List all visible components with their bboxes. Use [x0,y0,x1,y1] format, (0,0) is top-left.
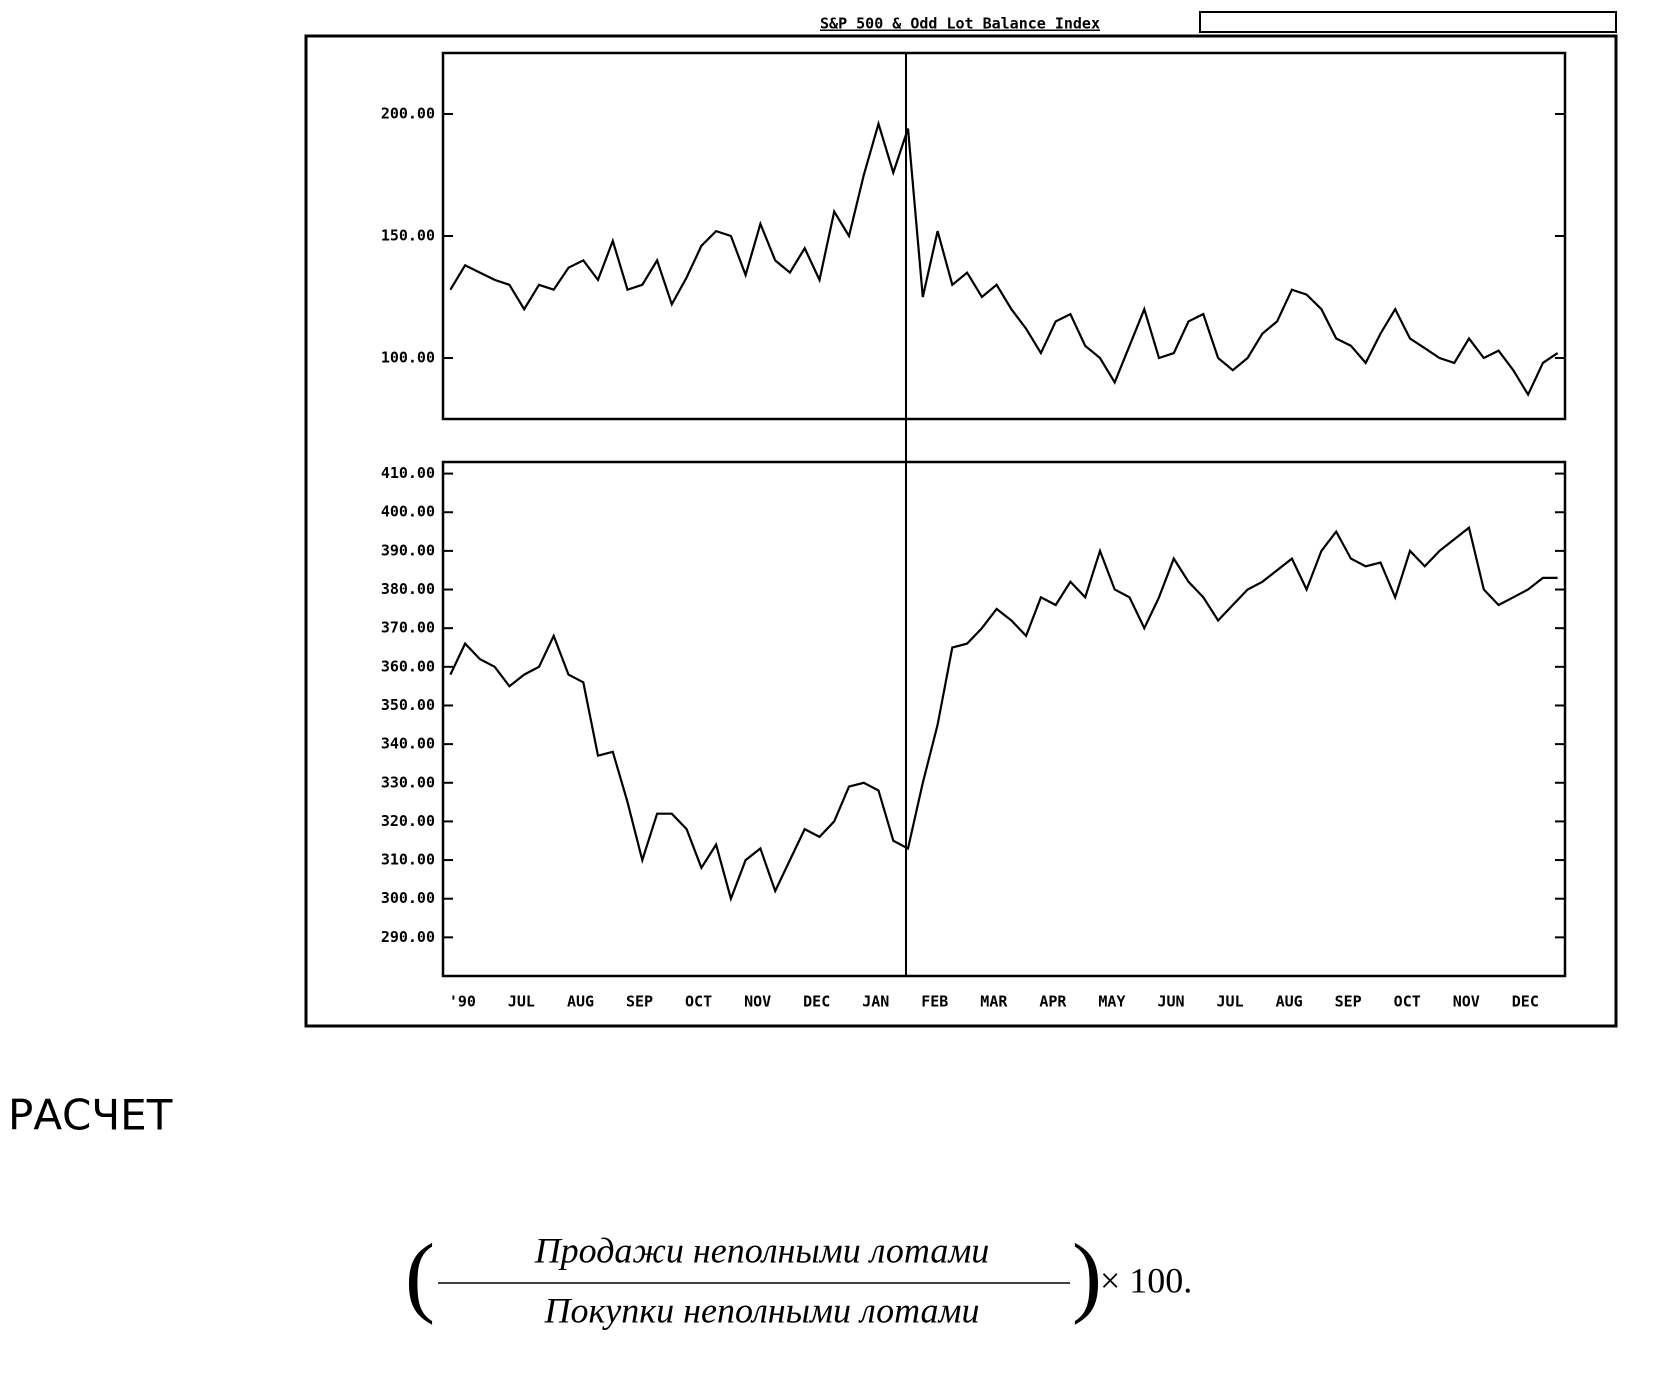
y-tick-label: 330.00 [381,773,435,791]
x-tick-label: DEC [1512,993,1539,1011]
x-tick-label: DEC [803,993,830,1011]
multiplier: × 100. [1100,1260,1192,1300]
x-tick-label: AUG [1276,993,1303,1011]
heading: РАСЧЕТ [8,1091,173,1140]
x-tick-label: MAY [1098,993,1125,1011]
y-tick-label: 400.00 [381,503,435,521]
y-tick-label: 100.00 [381,349,435,367]
y-tick-label: 390.00 [381,541,435,559]
x-tick-label: OCT [685,993,712,1011]
y-tick-label: 290.00 [381,928,435,946]
y-tick-label: 360.00 [381,657,435,675]
frame [304,34,1618,1028]
x-tick-label: JAN [862,993,889,1011]
y-tick-label: 310.00 [381,851,435,869]
x-tick-label: JUN [1157,993,1184,1011]
x-tick-label: SEP [1335,993,1362,1011]
x-tick-label: SEP [626,993,653,1011]
x-tick-label: '90 [449,993,476,1011]
plot-area [441,51,1567,421]
x-tick-label: FEB [921,993,948,1011]
y-tick-label: 150.00 [381,227,435,245]
paren-right: ) [1072,1227,1102,1326]
x-tick-label: OCT [1394,993,1421,1011]
denominator: Покупки неполными лотами [543,1290,979,1330]
y-tick-label: 320.00 [381,812,435,830]
y-tick-label: 410.00 [381,464,435,482]
numerator: Продажи неполными лотами [534,1230,990,1270]
y-tick-label: 200.00 [381,105,435,123]
x-tick-label: NOV [1453,993,1480,1011]
x-tick-label: AUG [567,993,594,1011]
y-tick-label: 300.00 [381,889,435,907]
line [449,119,1559,397]
y-tick-label: 350.00 [381,696,435,714]
x-tick-label: NOV [744,993,771,1011]
y-tick-label: 370.00 [381,619,435,637]
y-tick-label: 380.00 [381,580,435,598]
x-tick-label: MAR [980,993,1008,1011]
paren-left: ( [405,1227,435,1326]
x-tick-label: APR [1039,993,1067,1011]
line [449,525,1558,903]
chart-title: S&P 500 & Odd Lot Balance Index [820,15,1100,33]
plot-area [441,460,1567,978]
title-box [1199,11,1617,33]
x-tick-label: JUL [1217,993,1244,1011]
y-tick-label: 340.00 [381,735,435,753]
x-tick-label: JUL [508,993,535,1011]
